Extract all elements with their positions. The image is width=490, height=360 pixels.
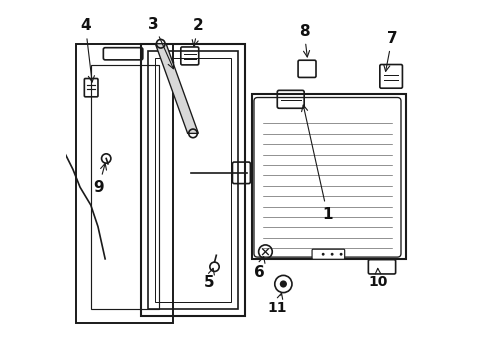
Text: 4: 4 [80,18,95,82]
FancyBboxPatch shape [312,249,344,259]
Circle shape [340,253,343,256]
Text: 1: 1 [301,105,333,221]
Text: 7: 7 [384,31,397,71]
Polygon shape [155,44,198,134]
Circle shape [322,253,324,256]
Text: 3: 3 [148,17,174,69]
Text: 10: 10 [368,269,388,289]
Circle shape [331,253,334,256]
Text: 6: 6 [254,257,265,280]
Text: 11: 11 [268,293,287,315]
Text: 9: 9 [94,163,106,195]
Text: 5: 5 [204,268,215,290]
Text: 8: 8 [299,24,310,57]
Circle shape [280,280,287,288]
Text: 2: 2 [192,18,204,46]
